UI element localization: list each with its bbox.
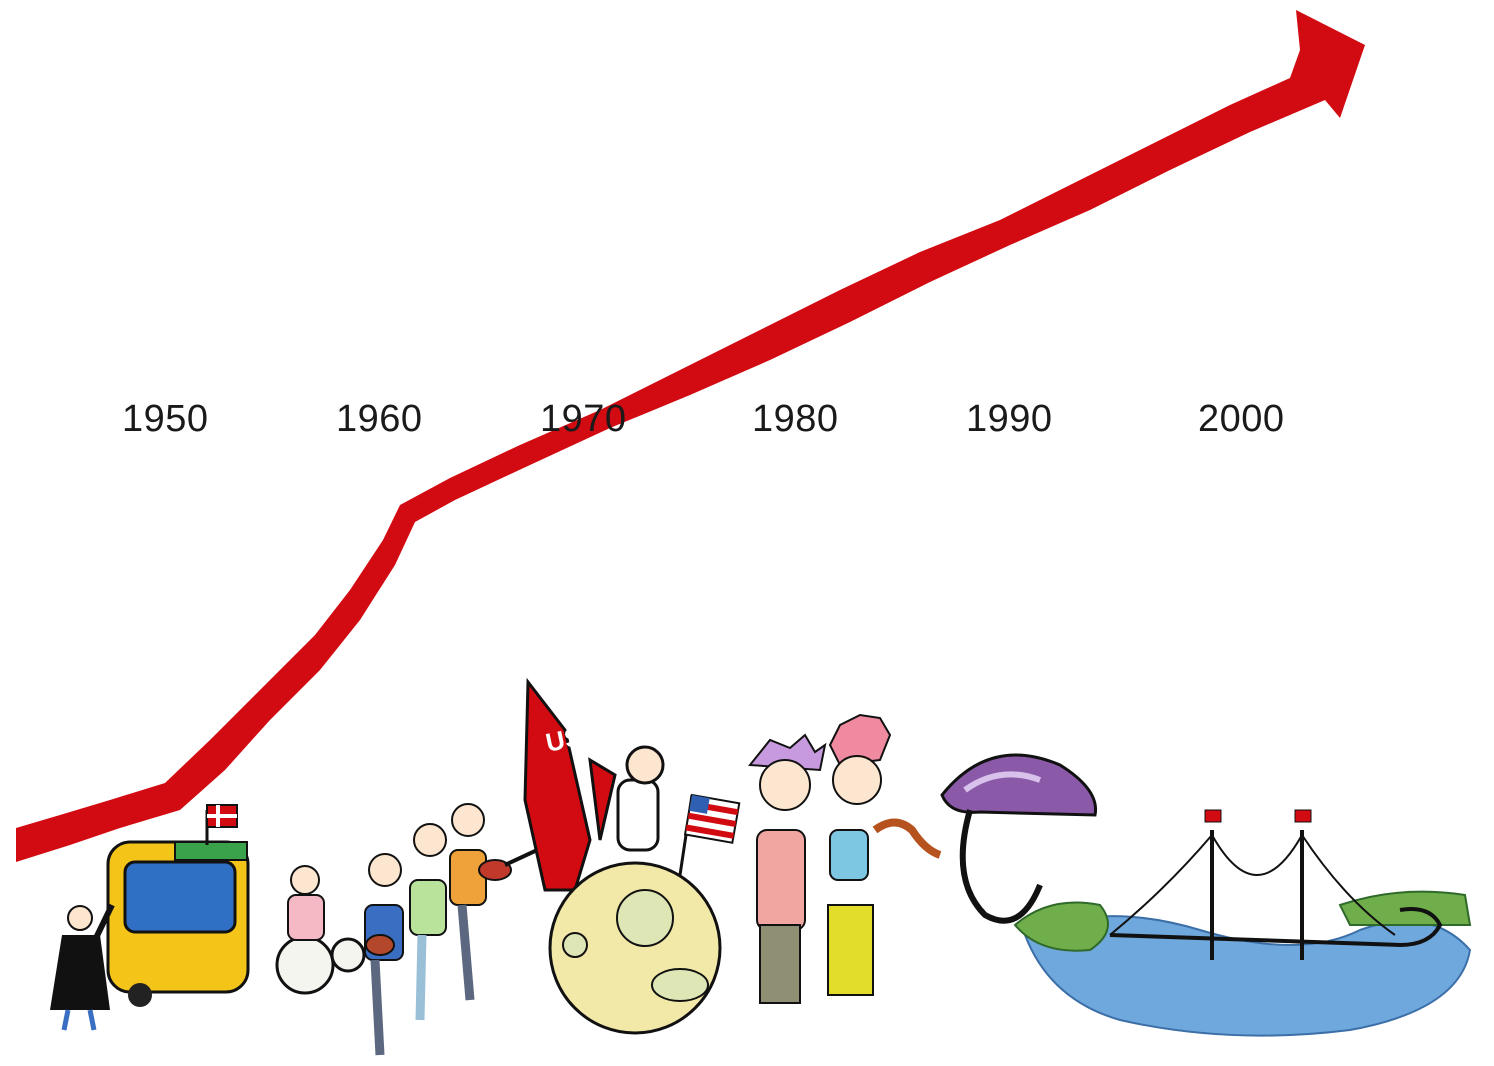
year-label-1950: 1950 [122, 398, 209, 440]
year-label-1960: 1960 [336, 398, 423, 440]
year-label-1970: 1970 [540, 398, 627, 440]
punk-2-pants [827, 904, 874, 996]
man-coat [50, 935, 110, 1010]
helmet-strap [959, 809, 1043, 924]
rat-icon [872, 818, 942, 859]
mohawk-1 [748, 733, 827, 772]
danish-flag-cross-h [207, 814, 237, 818]
helmet-icon [940, 753, 1098, 817]
rocket-icon [523, 677, 592, 892]
land-left [1013, 901, 1109, 952]
man-head [67, 905, 93, 931]
drum-icon [275, 935, 335, 995]
guitarist-1-legs [370, 959, 385, 1056]
punk-2-head [832, 755, 882, 805]
astronaut-helmet [625, 745, 665, 785]
bike-helmet-illustration [940, 753, 1098, 924]
year-label-2000: 2000 [1198, 398, 1285, 440]
drum-small-icon [330, 937, 366, 973]
rocket-label: US [543, 721, 585, 758]
moon-crater-large [616, 889, 674, 947]
guitar-1-icon [365, 934, 395, 956]
guitarist-3-legs [457, 904, 475, 1001]
year-label-1990: 1990 [966, 398, 1053, 440]
helmet-vent [963, 771, 1042, 793]
man-leg-left [61, 1009, 71, 1031]
bus-illustration [50, 804, 250, 1031]
punk-1-head [759, 759, 811, 811]
astronaut-suit [616, 778, 660, 852]
guitarist-2-legs [415, 934, 427, 1021]
punk-1-shirt [756, 829, 806, 931]
danish-flag-bridge-left-icon [1204, 809, 1222, 823]
moon-crater-oval [651, 968, 709, 1002]
guitarist-3-head [451, 803, 485, 837]
guitar-3-icon [478, 859, 512, 881]
trend-arrow-body [16, 10, 1365, 862]
band-illustration [275, 803, 549, 1056]
guitarist-1-head [368, 853, 402, 887]
us-flag-icon [683, 793, 741, 844]
year-label-1980: 1980 [752, 398, 839, 440]
drummer-shirt [287, 894, 325, 941]
moon-crater-small [562, 932, 588, 958]
bus-roof-stripe [174, 841, 248, 861]
man-leg-right [87, 1009, 97, 1031]
punk-2-top [829, 829, 869, 881]
bridge-cable [1109, 833, 1396, 936]
bridge-deck [1109, 907, 1443, 948]
rocket-fin [588, 757, 617, 841]
guitarist-2-shirt [409, 879, 447, 936]
punk-1-pants [759, 924, 801, 1004]
bridge-illustration [1013, 809, 1472, 1037]
water-area [1023, 915, 1472, 1037]
guitarist-3-shirt [449, 849, 487, 906]
guitarist-2-head [413, 823, 447, 857]
danish-flag-cross-v [216, 805, 220, 827]
space-illustration: US [523, 677, 741, 1035]
trend-arrow [16, 10, 1365, 862]
bus-windshield [123, 860, 237, 934]
punk-illustration [748, 713, 942, 1004]
danish-flag-bridge-right-icon [1294, 809, 1312, 823]
bus-wheel [128, 983, 152, 1007]
man-arm [92, 903, 115, 942]
drummer-head [290, 865, 320, 895]
